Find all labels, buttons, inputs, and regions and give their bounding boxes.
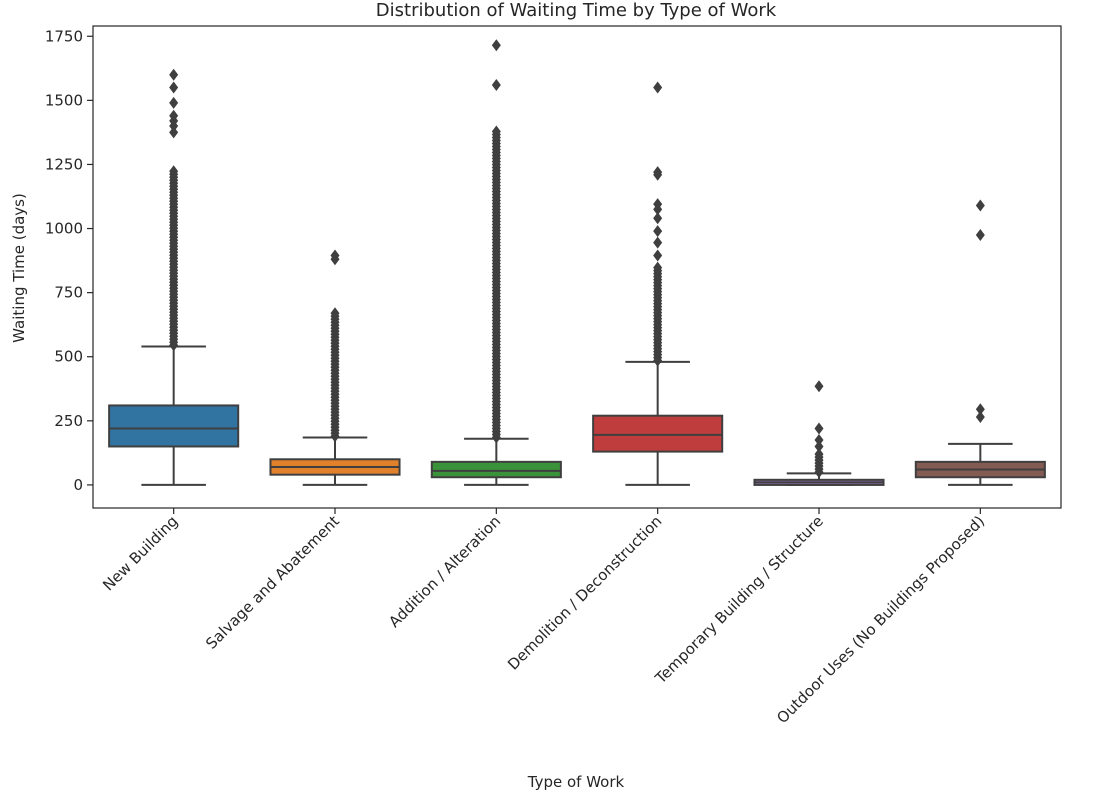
box-group	[430, 39, 562, 486]
chart-title: Distribution of Waiting Time by Type of …	[376, 0, 777, 21]
outlier-point	[653, 249, 663, 262]
outlier-point	[491, 78, 501, 91]
y-axis: 0 250 500 750 1000 1250 1500 1750	[45, 27, 93, 494]
outlier-point	[975, 410, 985, 423]
outlier-cluster-point	[814, 448, 824, 461]
outlier-point	[653, 166, 663, 179]
outlier-point	[169, 68, 179, 81]
box-group	[753, 380, 885, 486]
outlier-point	[330, 249, 340, 262]
outlier-cluster-point	[491, 125, 501, 138]
outlier-point	[169, 96, 179, 109]
outlier-point	[491, 39, 501, 52]
outlier-point	[814, 440, 824, 453]
box-group	[269, 249, 401, 486]
iqr-box	[430, 460, 562, 479]
outlier-point	[814, 422, 824, 435]
outlier-cluster-point	[169, 165, 179, 178]
y-tick-label: 750	[54, 284, 83, 302]
outlier-point	[653, 236, 663, 249]
y-tick-label: 0	[73, 476, 83, 494]
box-group	[592, 81, 724, 486]
box-group	[108, 68, 240, 486]
outlier-point	[653, 198, 663, 211]
y-tick-label: 1500	[45, 91, 83, 109]
outlier-point	[975, 228, 985, 241]
outlier-point	[169, 109, 179, 122]
x-tick-label: Demolition / Deconstruction	[504, 512, 665, 673]
y-tick-label: 250	[54, 412, 83, 430]
plot-frame	[92, 25, 1062, 509]
box-group	[914, 199, 1046, 486]
x-tick-label: Temporary Building / Structure	[651, 512, 827, 688]
plot-area	[108, 39, 1046, 486]
outlier-point	[975, 199, 985, 212]
y-tick-label: 1750	[45, 27, 83, 45]
y-tick-label: 1000	[45, 220, 83, 238]
outlier-point	[814, 380, 824, 393]
iqr-box	[108, 404, 240, 448]
outlier-point	[169, 126, 179, 139]
outlier-point	[814, 434, 824, 447]
y-tick-label: 1250	[45, 155, 83, 173]
outlier-point	[653, 225, 663, 238]
y-axis-title: Waiting Time (days)	[10, 193, 28, 343]
outlier-point	[653, 81, 663, 94]
outlier-cluster-point	[330, 307, 340, 320]
iqr-box	[592, 414, 724, 453]
outlier-point	[975, 403, 985, 416]
outlier-point	[169, 81, 179, 94]
outlier-point	[653, 212, 663, 225]
x-tick-label: New Building	[99, 512, 181, 594]
x-axis: New Building Salvage and Abatement Additio…	[99, 508, 988, 727]
x-tick-label: Salvage and Abatement	[202, 512, 343, 653]
y-tick-label: 500	[54, 348, 83, 366]
x-axis-title: Type of Work	[527, 773, 625, 791]
outlier-cluster-point	[653, 261, 663, 274]
x-tick-label: Addition / Alteration	[385, 512, 504, 631]
